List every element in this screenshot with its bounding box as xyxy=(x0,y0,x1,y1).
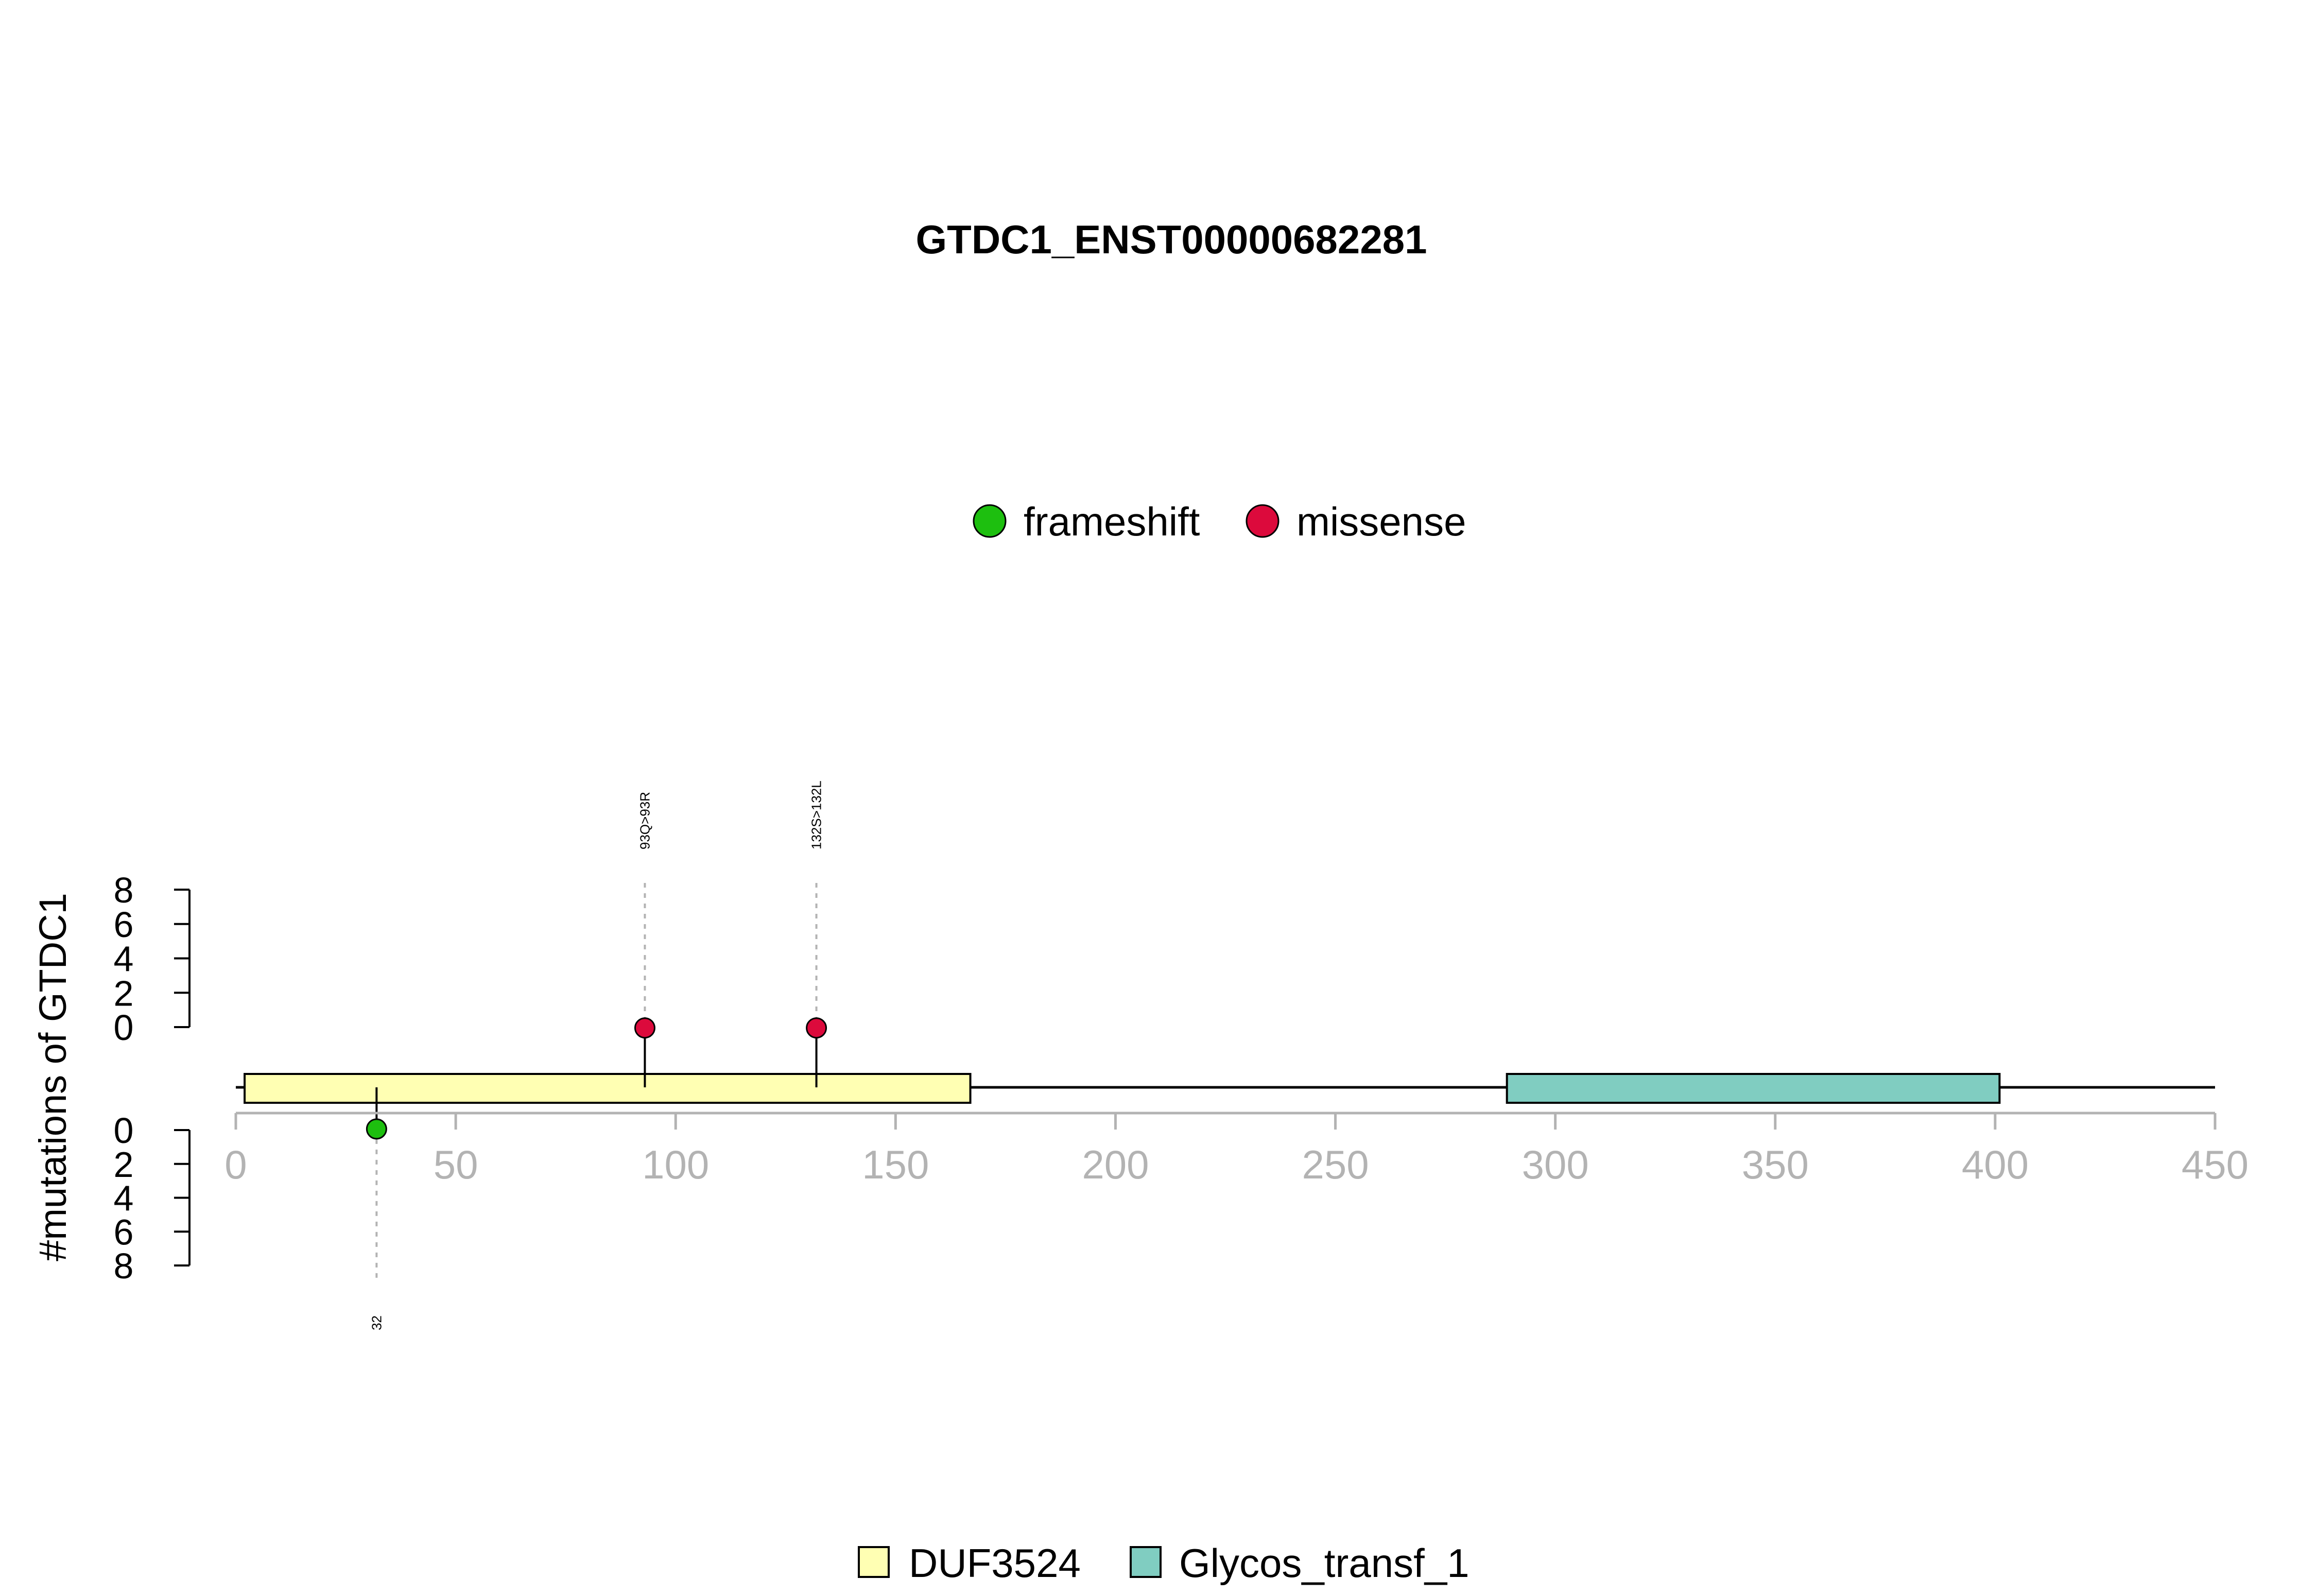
x-tick-label-200: 200 xyxy=(1082,1142,1149,1187)
y-axis-label: #mutations of GTDC1 xyxy=(31,893,74,1261)
mutation-label-93q-93r: 93Q>93R xyxy=(637,792,652,849)
domain-glycos-transf-1 xyxy=(1506,1073,2001,1104)
y-tick-label-bottom-2: 2 xyxy=(114,1144,134,1185)
mutation-point-132s-132l xyxy=(806,1017,827,1039)
y-tick-label-bottom-4: 4 xyxy=(114,1178,134,1219)
y-tick-label-bottom-8: 8 xyxy=(114,1246,134,1286)
x-tick-label-0: 0 xyxy=(224,1142,247,1187)
mutation-point-32 xyxy=(366,1118,387,1140)
x-tick-label-100: 100 xyxy=(642,1142,709,1187)
legend-label-glycos-transf-1: Glycos_transf_1 xyxy=(1179,1540,1469,1586)
legend-swatch-glycos-transf-1 xyxy=(1130,1546,1162,1578)
y-tick-label-bottom-0: 0 xyxy=(114,1111,134,1151)
y-tick-label-top-0: 0 xyxy=(114,1008,134,1048)
x-tick-label-400: 400 xyxy=(1962,1142,2029,1187)
mutation-points xyxy=(366,1017,827,1140)
y-tick-label-top-2: 2 xyxy=(114,973,134,1013)
x-tick-label-300: 300 xyxy=(1522,1142,1589,1187)
mutation-legend: frameshift missense xyxy=(973,499,1466,544)
domain-duf3524 xyxy=(244,1073,972,1104)
y-tick-label-bottom-6: 6 xyxy=(114,1212,134,1252)
x-tick-label-150: 150 xyxy=(862,1142,929,1187)
legend-label-frameshift: frameshift xyxy=(1024,499,1200,544)
mutation-label-132s-132l: 132S>132L xyxy=(809,780,824,849)
x-axis: 0 50 100 150 200 250 300 350 400 450 xyxy=(224,1112,2249,1187)
x-tick-label-450: 450 xyxy=(2182,1142,2249,1187)
x-tick-label-250: 250 xyxy=(1302,1142,1369,1187)
mutation-guides xyxy=(375,883,818,1282)
legend-swatch-missense xyxy=(1246,504,1279,538)
mutation-label-32: 32 xyxy=(369,1315,384,1330)
legend-label-missense: missense xyxy=(1296,499,1466,544)
y-tick-label-top-8: 8 xyxy=(114,870,134,910)
chart-title: GTDC1_ENST00000682281 xyxy=(916,217,1427,262)
mutation-labels: 32 93Q>93R 132S>132L xyxy=(369,780,824,1330)
y-tick-label-top-6: 6 xyxy=(114,905,134,945)
legend-label-duf3524: DUF3524 xyxy=(909,1540,1081,1586)
domain-legend: DUF3524 Glycos_transf_1 xyxy=(858,1540,1469,1586)
y-tick-label-top-4: 4 xyxy=(114,939,134,979)
domain-boxes xyxy=(244,1073,2001,1104)
legend-swatch-frameshift xyxy=(973,504,1007,538)
x-tick-label-50: 50 xyxy=(434,1142,478,1187)
x-tick-label-350: 350 xyxy=(1742,1142,1809,1187)
legend-swatch-duf3524 xyxy=(858,1546,890,1578)
mutation-point-93q-93r xyxy=(634,1017,655,1039)
